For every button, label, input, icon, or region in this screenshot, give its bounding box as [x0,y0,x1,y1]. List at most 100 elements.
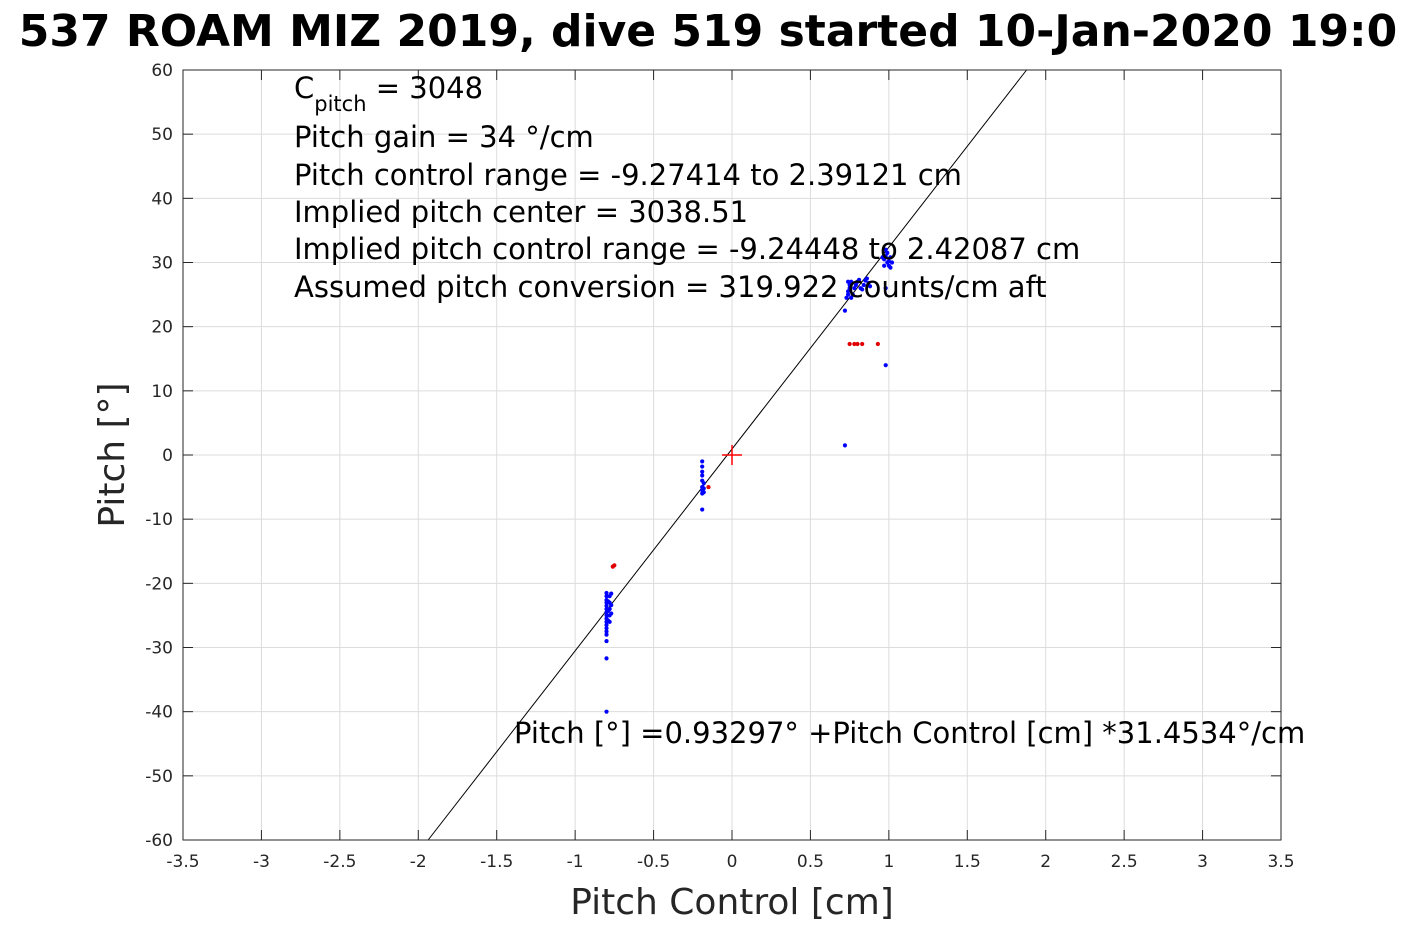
data-point-blue [888,265,893,270]
annotation-assumed-conversion: Assumed pitch conversion = 319.922 count… [294,270,1047,304]
c-pitch-sub: pitch [314,92,366,116]
axis-tick-labels: -3.5 -3 -2.5 -2 -1.5 -1 -0.5 0 0.5 1 1.5 2 2.5 3 3.5 -6… [145,61,1294,872]
data-point-blue [604,622,609,628]
data-point-blue [860,287,865,292]
data-point-red [852,341,857,347]
y-tick-label: 60 [151,61,173,81]
y-tick-label: 50 [151,125,173,145]
data-point-blue [700,459,705,464]
annotation-fit-equation: Pitch [°] =0.93297° +Pitch Control [cm] … [514,716,1305,750]
x-tick-label: -1 [567,852,584,872]
x-tick-label: -2.5 [323,852,356,872]
data-point-blue [849,279,854,284]
y-tick-label: -60 [145,831,173,851]
x-axis-label: Pitch Control [cm] [570,882,894,923]
data-point-blue [605,608,611,614]
annotation-pitch-gain: Pitch gain = 34 °/cm [294,120,594,154]
y-tick-label: 20 [151,318,173,338]
data-point-blue [856,277,862,282]
y-tick-label: -50 [145,767,173,787]
data-point-blue [861,282,866,288]
data-point-blue [850,292,855,297]
data-point-blue [604,613,609,618]
data-point-blue [609,603,614,608]
y-tick-label: 40 [151,189,173,209]
data-point-blue [604,638,609,644]
data-point-blue [886,259,891,264]
data-point-blue [700,464,705,469]
x-tick-label: -3.5 [166,852,199,872]
x-tick-label: 1.5 [954,852,981,872]
x-tick-label: -1.5 [480,852,513,872]
y-axis-label: Pitch [°] [92,382,133,527]
x-tick-label: 3 [1197,852,1208,872]
data-point-blue [604,709,609,714]
data-point-blue [845,279,851,284]
x-tick-label: 2.5 [1111,852,1138,872]
data-point-blue [845,292,851,297]
data-point-blue [609,591,614,596]
data-point-red [875,341,880,347]
x-tick-label: 1 [883,852,894,872]
x-tick-label: -0.5 [637,852,670,872]
data-point-blue [700,473,705,478]
data-point-blue [882,263,887,268]
data-point-blue [889,260,895,265]
data-point-blue [883,286,888,291]
data-point-blue [883,363,888,368]
data-points [604,247,895,714]
x-tick-label: 0.5 [797,852,824,872]
data-point-red [847,341,852,347]
data-point-blue [700,507,705,512]
annotation-pitch-control-range: Pitch control range = -9.27414 to 2.3912… [294,158,962,192]
data-point-blue [864,276,869,281]
data-point-blue [604,594,609,599]
annotation-c-pitch: Cpitch = 3048 [294,71,483,116]
x-tick-label: -3 [253,852,270,872]
y-tick-label: 10 [151,382,173,402]
data-point-blue [847,282,852,288]
chart-title: 537 ROAM MIZ 2019, dive 519 started 10-J… [19,6,1398,57]
data-point-red [860,341,865,347]
data-point-blue [853,282,859,288]
annotation-implied-center: Implied pitch center = 3038.51 [294,195,748,229]
data-point-blue [609,611,614,616]
data-point-blue [604,626,609,631]
x-tick-label: -2 [410,852,427,872]
data-point-blue [605,599,611,604]
annotation-implied-range: Implied pitch control range = -9.24448 t… [294,232,1080,266]
data-point-blue [605,618,611,623]
data-point-blue [701,486,706,491]
data-point-blue [880,255,885,260]
data-point-blue [883,253,888,259]
data-point-blue [604,656,609,661]
x-tick-label: 3.5 [1267,852,1294,872]
y-tick-label: -30 [145,639,173,659]
y-tick-label: -20 [145,574,173,594]
data-point-red [706,484,711,490]
data-point-blue [845,289,851,294]
y-tick-label: -40 [145,703,173,723]
x-tick-label: 0 [727,852,738,872]
data-point-blue [700,469,705,474]
data-point-blue [852,286,857,291]
data-point-blue [604,632,609,637]
axis-ticks [182,69,1282,841]
data-point-red [855,341,860,347]
data-point-blue [844,295,849,300]
y-tick-label: -10 [145,510,173,530]
data-point-blue [842,308,848,313]
data-point-blue [849,295,854,300]
y-tick-label: 0 [162,446,173,466]
data-point-blue [604,629,609,634]
data-point-blue [885,250,890,255]
data-point-blue [701,481,706,486]
c-pitch-main: C [294,71,314,105]
data-point-blue [866,280,871,286]
x-tick-label: 2 [1040,852,1051,872]
data-point-blue [701,490,706,495]
data-point-red [612,563,617,568]
data-point-blue [867,284,873,289]
c-pitch-value: = 3048 [367,71,484,105]
